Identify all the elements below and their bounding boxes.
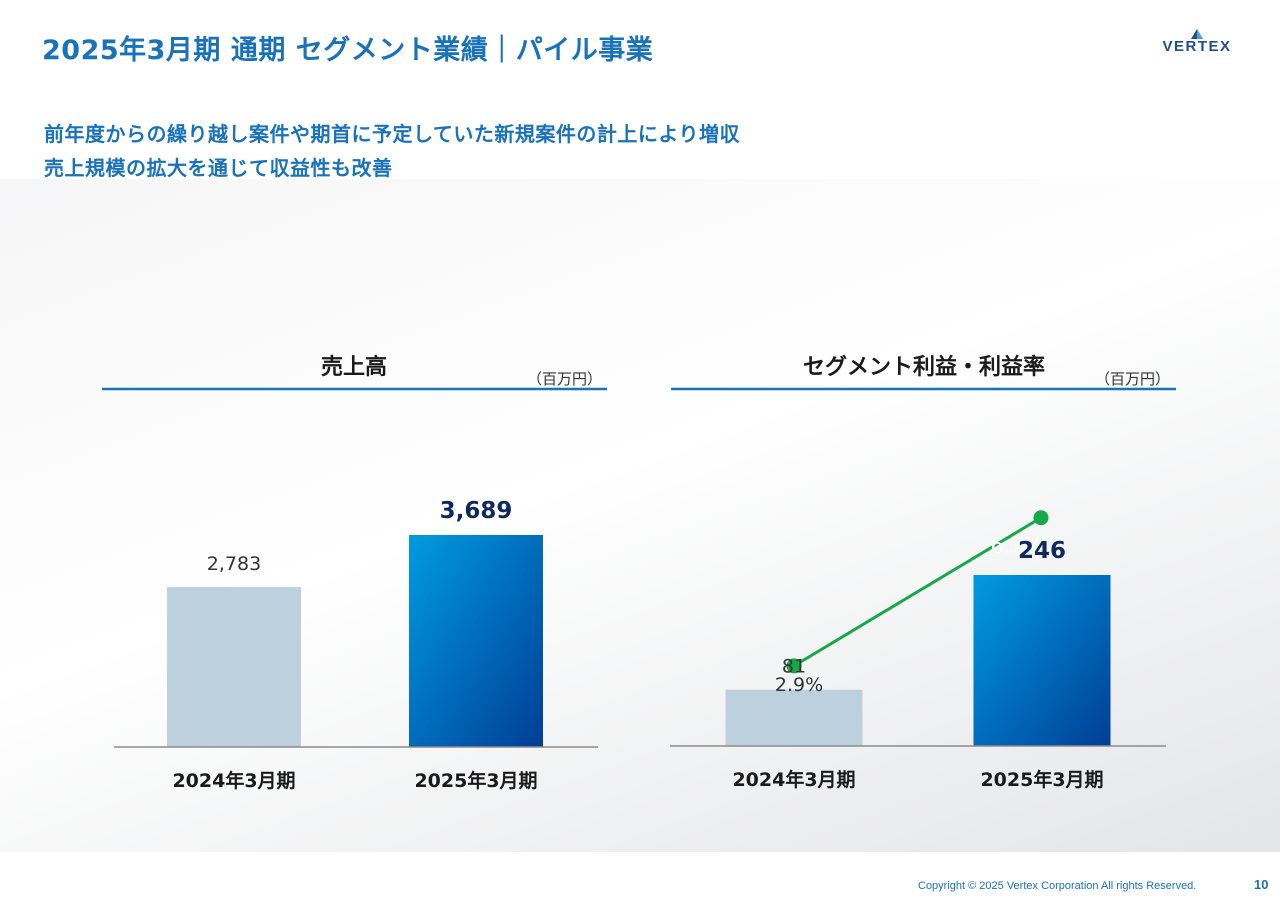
- revenue-chart-title: 売上高: [321, 354, 387, 380]
- segment-profit-chart-svg: セグメント利益・利益率 （百万円） 2.9% 6.7% 81 2024年3月期 246…: [670, 354, 1176, 791]
- profit-margin-label-1: 2.9%: [775, 674, 823, 696]
- profit-margin-point-1: [786, 658, 802, 674]
- page-number: 10: [1254, 877, 1269, 892]
- segment-profit-chart-unit: （百万円）: [1095, 370, 1170, 388]
- logo-triangle-icon: [1191, 29, 1203, 39]
- revenue-chart-svg: 売上高 （百万円） 2,783 2024年3月期 3,689 2025年3月期: [102, 354, 607, 792]
- revenue-chart-unit: （百万円）: [527, 370, 602, 388]
- logo-text: VERTEX: [1162, 38, 1232, 55]
- segment-profit-category-label-2: 2025年3月期: [980, 768, 1103, 791]
- profit-margin-point-2: [1033, 510, 1049, 526]
- revenue-bar-2: [409, 535, 543, 747]
- revenue-value-label-1: 2,783: [207, 553, 261, 575]
- segment-profit-chart-title: セグメント利益・利益率: [803, 354, 1045, 380]
- revenue-bar-1: [167, 587, 301, 747]
- segment-profit-category-label-1: 2024年3月期: [732, 768, 855, 791]
- segment-profit-value-label-1: 81: [782, 656, 806, 678]
- revenue-value-label-2: 3,689: [440, 498, 513, 524]
- segment-profit-bar-1: [725, 689, 863, 746]
- revenue-category-label-1: 2024年3月期: [172, 769, 295, 792]
- revenue-chart: 売上高 （百万円） 2,783 2024年3月期 3,689 2025年3月期: [100, 179, 610, 819]
- page-title: 2025年3月期 通期 セグメント業績｜パイル事業: [42, 35, 654, 66]
- vertex-logo: VERTEX: [1146, 26, 1248, 58]
- revenue-category-label-2: 2025年3月期: [414, 769, 537, 792]
- profit-margin-label-2: 6.7%: [990, 534, 1043, 558]
- subtitle-line-1: 前年度からの繰り越し案件や期首に予定していた新規案件の計上により増収: [44, 122, 740, 146]
- profit-margin-line: [793, 516, 1042, 668]
- copyright-footer: Copyright © 2025 Vertex Corporation All …: [918, 880, 1197, 892]
- subtitle-line-2: 売上規模の拡大を通じて収益性も改善: [44, 156, 393, 180]
- segment-profit-chart: セグメント利益・利益率 （百万円） 2.9% 6.7% 81 2024年3月期 246…: [668, 179, 1178, 819]
- segment-profit-value-label-2: 246: [1018, 538, 1066, 564]
- segment-profit-bar-2: [973, 575, 1111, 746]
